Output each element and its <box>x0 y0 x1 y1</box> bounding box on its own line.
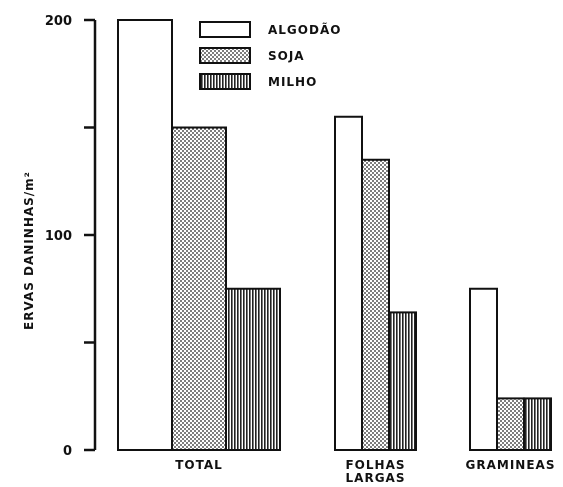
bar-dots-0 <box>171 126 227 451</box>
bar-white-0 <box>117 19 173 451</box>
category-label: TOTAL <box>175 458 223 472</box>
category-label: FOLHAS <box>345 458 405 472</box>
bar-vlines-2 <box>523 397 552 451</box>
y-axis-title: ERVAS DANINHAS/m² <box>22 171 36 330</box>
category-label: LARGAS <box>346 471 406 485</box>
bars <box>117 19 552 451</box>
y-tick-label: 0 <box>63 444 72 459</box>
axes: 0 100 200 <box>45 14 97 459</box>
legend-label: ALGODÃO <box>268 22 341 37</box>
category-label: GRAMINEAS <box>466 458 556 472</box>
bar-vlines-1 <box>388 311 417 451</box>
legend-swatch <box>199 73 251 90</box>
y-tick-label: 200 <box>45 14 72 29</box>
legend-swatch <box>199 47 251 64</box>
bar-white-1 <box>334 115 363 451</box>
legend-label: MILHO <box>268 75 317 89</box>
bar-vlines-0 <box>225 287 281 451</box>
bar-dots-1 <box>361 158 390 451</box>
y-tick-label: 100 <box>45 229 72 244</box>
bar-white-2 <box>469 287 498 451</box>
legend-swatch <box>199 21 251 38</box>
legend: ALGODÃO SOJA MILHO <box>199 21 341 90</box>
y-ticks: 0 100 200 <box>45 14 95 459</box>
bar-dots-2 <box>496 397 525 451</box>
legend-label: SOJA <box>268 49 305 63</box>
